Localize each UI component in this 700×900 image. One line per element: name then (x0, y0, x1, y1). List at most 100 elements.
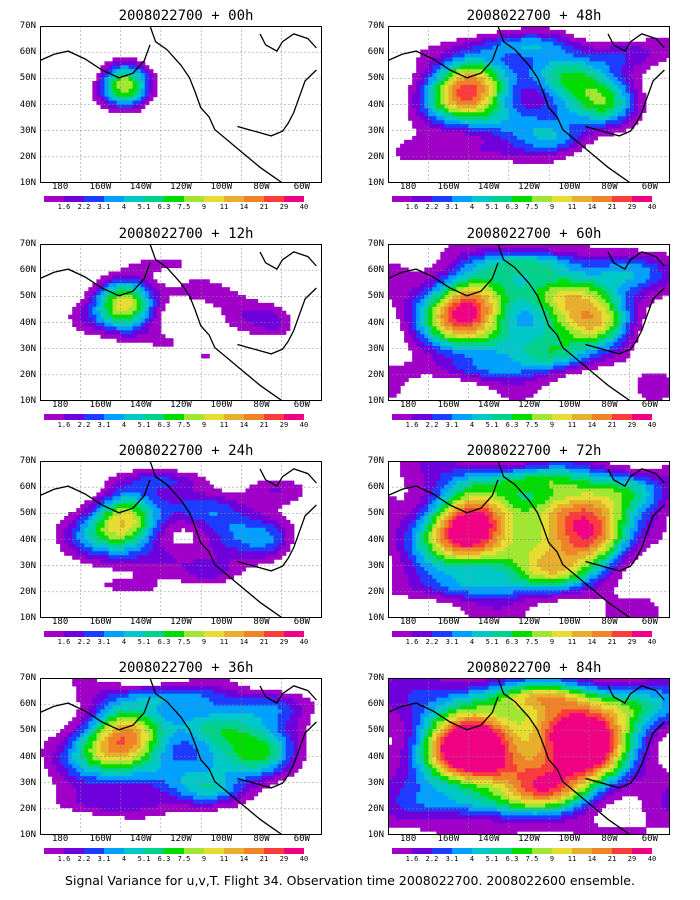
lon-tick-label: 120W (518, 182, 540, 192)
colorbar (392, 631, 652, 637)
colorbar-swatch (452, 196, 472, 202)
coastline (607, 685, 665, 704)
lat-tick-label: 50N (367, 725, 384, 736)
lat-tick-label: 70N (367, 239, 384, 249)
colorbar-swatch (264, 848, 284, 854)
colorbar-label: 11 (567, 638, 577, 646)
map-panel: 2008022700 + 36h 70N 60N 50N 40N 30N 20N 10N 180… (20, 660, 336, 865)
map-frame (388, 26, 670, 183)
colorbar-label: 3.1 (97, 855, 111, 863)
colorbar-swatch (392, 414, 412, 420)
colorbar-swatch (204, 196, 224, 202)
variance-field (92, 57, 158, 113)
colorbar-label: 4 (121, 421, 127, 429)
lon-tick-label: 120W (170, 834, 192, 844)
colorbar-label: 5.1 (485, 421, 499, 429)
colorbar-label: 11 (567, 421, 577, 429)
lat-tick-label: 40N (19, 99, 36, 110)
colorbar-swatch (224, 414, 244, 420)
variance-field (388, 244, 670, 401)
colorbar-label: 9 (549, 855, 555, 863)
coastline (149, 244, 283, 401)
lon-tick-label: 80W (253, 182, 270, 192)
lon-tick-label: 100W (210, 617, 233, 627)
lon-tick-label: 180 (52, 617, 69, 627)
colorbar-swatch (64, 631, 84, 637)
lat-tick-label: 10N (19, 830, 36, 840)
lon-tick-label: 100W (558, 400, 581, 410)
colorbar-label: 7.5 (525, 638, 539, 646)
lat-tick-label: 70N (367, 456, 384, 466)
colorbar-label: 21 (607, 203, 617, 211)
colorbar-label: 1.6 (405, 855, 419, 863)
colorbar-swatch (144, 631, 164, 637)
lon-tick-label: 160W (437, 400, 460, 410)
colorbar-swatch (452, 631, 472, 637)
lon-tick-label: 160W (437, 834, 460, 844)
lon-tick-label: 80W (253, 400, 270, 410)
colorbar-swatch (284, 848, 304, 854)
colorbar-label: 5.1 (485, 203, 499, 211)
colorbar-swatch (432, 196, 452, 202)
panel-title: 2008022700 + 00h (118, 8, 254, 24)
colorbar-swatch (84, 196, 104, 202)
colorbar-labels: 1.6 2.2 3.1 4 5.1 6.3 7.5 9 11 14 21 29 40 (392, 638, 692, 648)
colorbar-swatch (264, 196, 284, 202)
lat-tick-label: 60N (367, 47, 384, 58)
colorbar-label: 3.1 (445, 203, 459, 211)
colorbar-swatch (412, 196, 432, 202)
colorbar-label: 40 (299, 421, 309, 429)
map-panel: 2008022700 + 72h 70N 60N 50N 40N 30N 20N 10N 180… (368, 443, 684, 648)
variance-map (40, 678, 322, 835)
coastline (585, 287, 665, 355)
variance-map (40, 244, 322, 401)
lat-tick-label: 10N (19, 613, 36, 623)
coastline (607, 468, 665, 487)
colorbar-label: 2.2 (425, 421, 439, 429)
colorbar (392, 196, 652, 202)
colorbar-labels: 1.6 2.2 3.1 4 5.1 6.3 7.5 9 11 14 21 29 40 (392, 855, 692, 865)
colorbar-label: 2.2 (425, 638, 439, 646)
colorbar-label: 21 (607, 421, 617, 429)
lat-tick-label: 30N (367, 560, 384, 571)
colorbar-label: 14 (587, 638, 597, 646)
colorbar-label: 21 (259, 203, 269, 211)
colorbar-swatch (64, 848, 84, 854)
colorbar-swatch (632, 848, 652, 854)
coastline (237, 287, 317, 355)
map-frame (388, 678, 670, 835)
lat-tick-label: 10N (19, 396, 36, 406)
colorbar-label: 29 (627, 638, 637, 646)
colorbar (44, 414, 304, 420)
colorbar-swatch (532, 196, 552, 202)
lat-tick-label: 50N (19, 291, 36, 302)
lon-tick-label: 100W (210, 834, 233, 844)
colorbar-label: 6.3 (505, 855, 519, 863)
lat-tick-label: 30N (19, 777, 36, 788)
lat-tick-label: 70N (19, 456, 36, 466)
panel-title: 2008022700 + 72h (466, 443, 602, 459)
coastline (237, 69, 317, 137)
colorbar-swatch (552, 196, 572, 202)
colorbar-swatch (284, 414, 304, 420)
lon-tick-label: 60W (293, 400, 310, 410)
colorbar-label: 3.1 (97, 421, 111, 429)
coastline (607, 251, 665, 270)
lat-tick-label: 70N (19, 239, 36, 249)
colorbar-label: 14 (239, 203, 249, 211)
lat-tick-label: 30N (367, 343, 384, 354)
colorbar-swatch (204, 631, 224, 637)
coastline (497, 26, 631, 183)
colorbar-swatch (184, 848, 204, 854)
colorbar-label: 6.3 (505, 421, 519, 429)
colorbar-swatch (392, 196, 412, 202)
colorbar-swatch (244, 196, 264, 202)
colorbar-label: 7.5 (177, 421, 191, 429)
lon-tick-label: 120W (518, 400, 540, 410)
lon-tick-label: 180 (400, 834, 417, 844)
panel-title: 2008022700 + 84h (466, 660, 602, 676)
colorbar-label: 21 (259, 421, 269, 429)
colorbar-label: 7.5 (177, 855, 191, 863)
colorbar-label: 6.3 (505, 638, 519, 646)
colorbar-label: 2.2 (77, 203, 91, 211)
